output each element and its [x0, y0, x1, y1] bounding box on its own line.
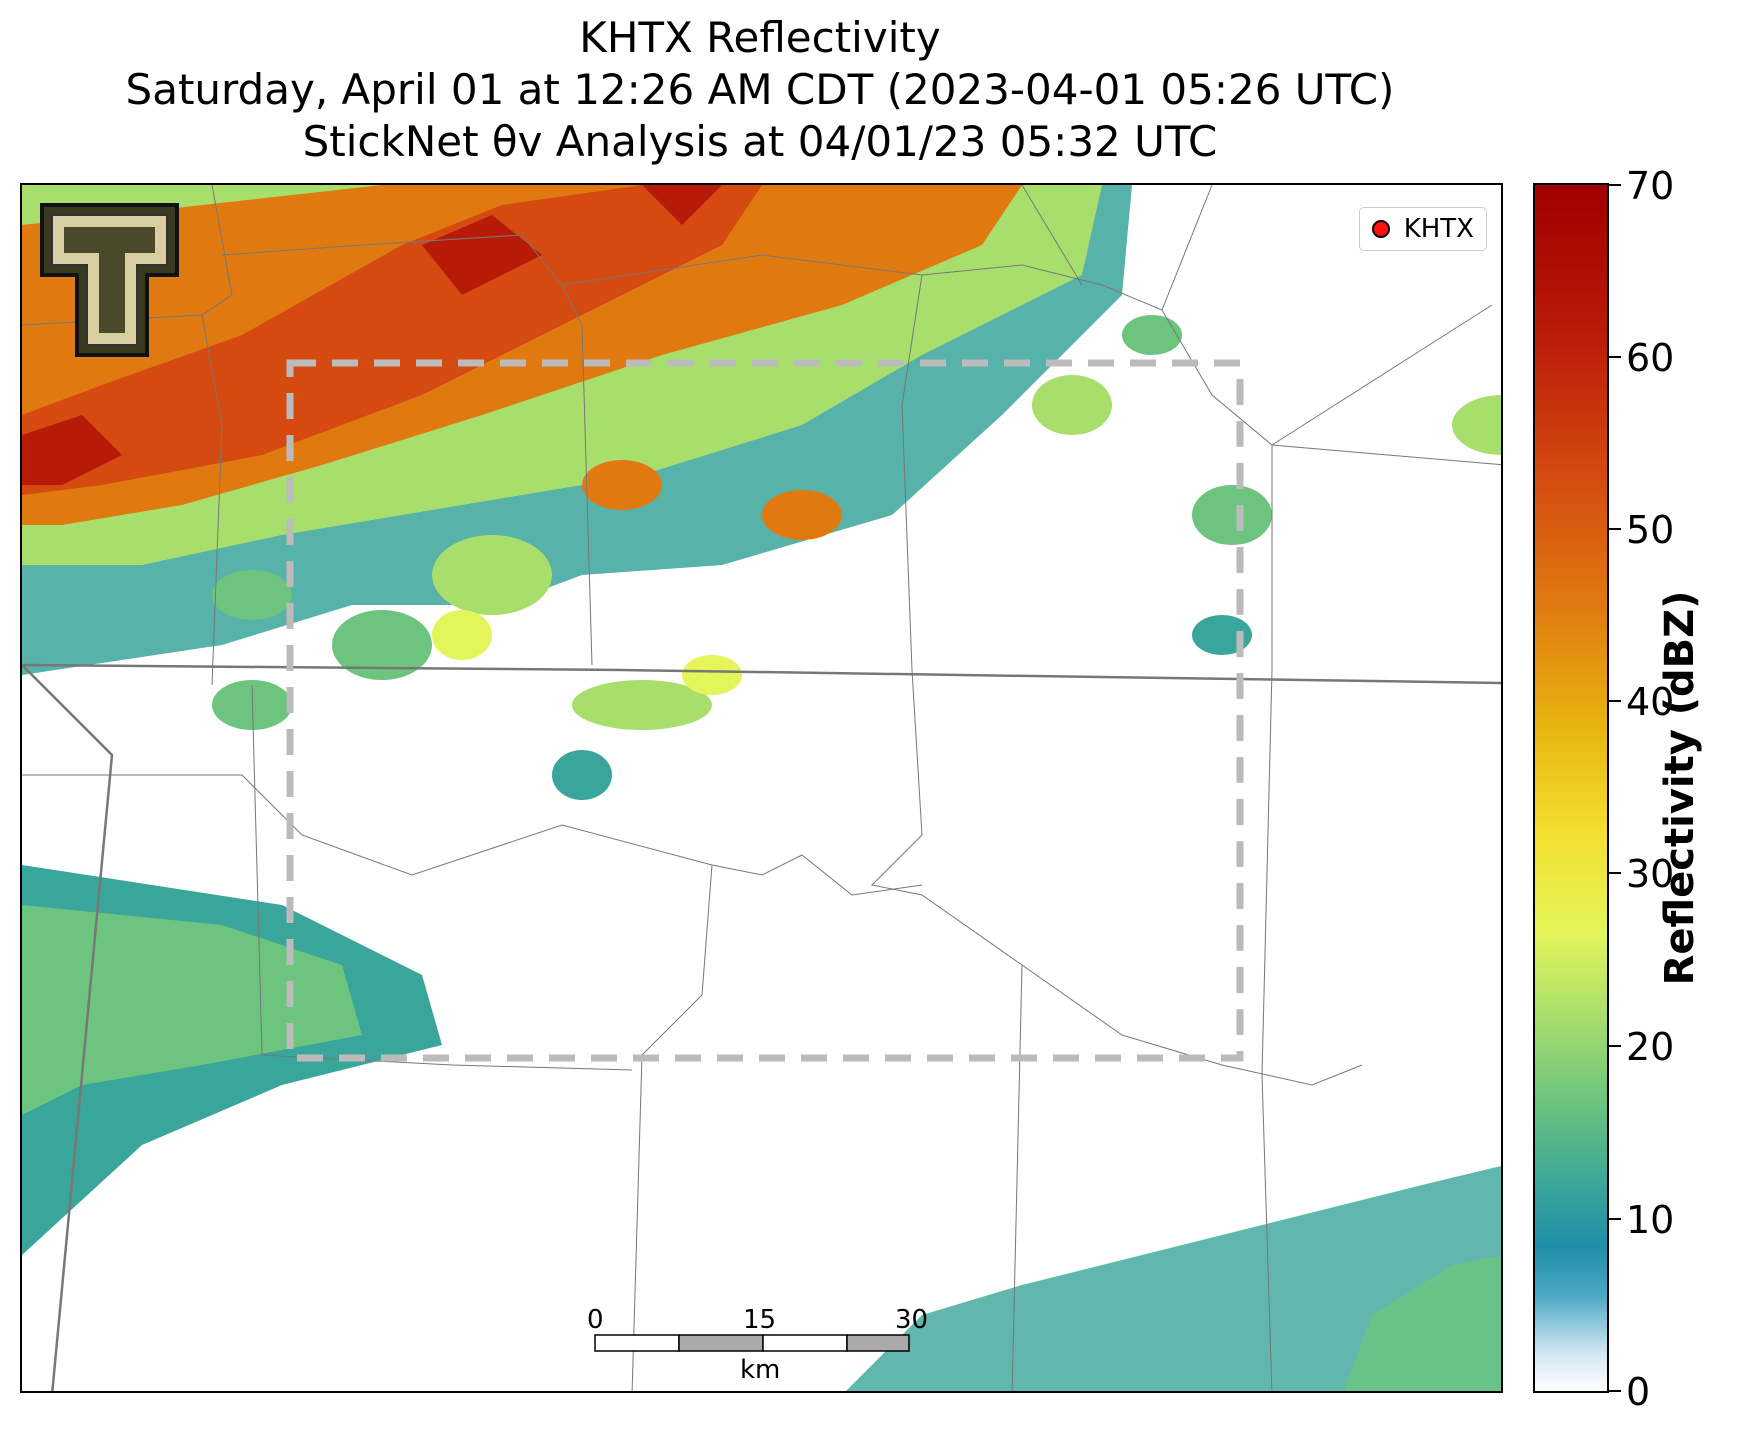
reflectivity-field	[22, 185, 1501, 1391]
southwest-echo-core	[22, 905, 362, 1115]
colorbar-label-50: 50	[1626, 508, 1675, 552]
scale-tick-15: 15	[743, 1305, 777, 1335]
colorbar-label-10: 10	[1626, 1198, 1675, 1242]
southeast-echo-core	[1343, 1255, 1501, 1391]
title-line-3: StickNet θv Analysis at 04/01/23 05:32 U…	[302, 117, 1218, 166]
colorbar-label-0: 0	[1626, 1370, 1651, 1414]
colorbar-label-40: 40	[1626, 680, 1675, 724]
title-line-1: KHTX Reflectivity	[579, 13, 941, 62]
colorbar-tick	[1609, 872, 1621, 874]
colorbar-tick	[1609, 1390, 1621, 1392]
colorbar-tick	[1609, 1045, 1621, 1047]
colorbar-tick	[1609, 1218, 1621, 1220]
colorbar-title: Reflectivity (dBZ)	[1657, 590, 1703, 986]
southeast-echo	[846, 1165, 1501, 1391]
texas-tech-logo	[40, 203, 179, 357]
colorbar-label-30: 30	[1626, 852, 1675, 896]
analysis-domain-box	[286, 359, 1244, 1062]
scale-unit: km	[740, 1355, 781, 1385]
legend-label: KHTX	[1403, 214, 1474, 244]
colorbar-tick	[1609, 184, 1621, 186]
scale-bar: 0 15 30 km	[575, 1305, 928, 1385]
colorbar	[1533, 183, 1609, 1393]
radar-map[interactable]: KHTX	[20, 183, 1503, 1393]
colorbar-tick	[1609, 356, 1621, 358]
title-line-2: Saturday, April 01 at 12:26 AM CDT (2023…	[125, 65, 1395, 114]
station-legend: KHTX	[1358, 207, 1487, 251]
colorbar-label-60: 60	[1626, 336, 1675, 380]
colorbar-label-70: 70	[1626, 164, 1675, 208]
echo-band-max	[22, 185, 722, 485]
scale-tick-0: 0	[587, 1305, 604, 1335]
scattered-cells	[212, 315, 1501, 800]
echo-band-core	[22, 185, 762, 495]
radar-site-marker-icon	[1371, 220, 1390, 238]
colorbar-label-20: 20	[1626, 1025, 1675, 1069]
colorbar-tick	[1609, 700, 1621, 702]
scale-tick-30: 30	[895, 1305, 929, 1335]
colorbar-tick	[1609, 528, 1621, 530]
county-boundaries	[22, 185, 1501, 1391]
state-boundaries	[22, 663, 1501, 1391]
